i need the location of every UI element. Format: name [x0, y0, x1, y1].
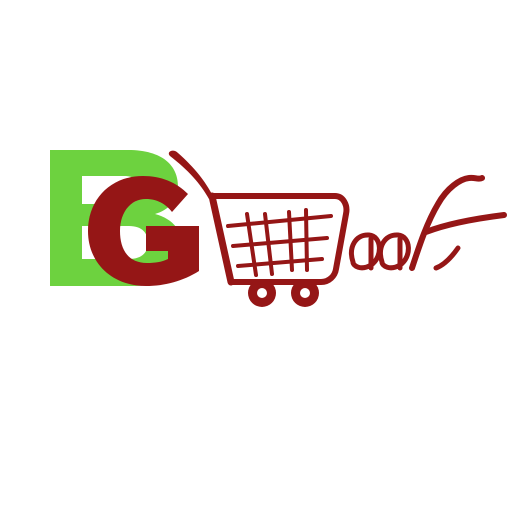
script-aat-glyph — [349, 174, 507, 271]
shopping-cart-icon — [168, 150, 350, 307]
letter-g-glyph — [88, 176, 199, 286]
